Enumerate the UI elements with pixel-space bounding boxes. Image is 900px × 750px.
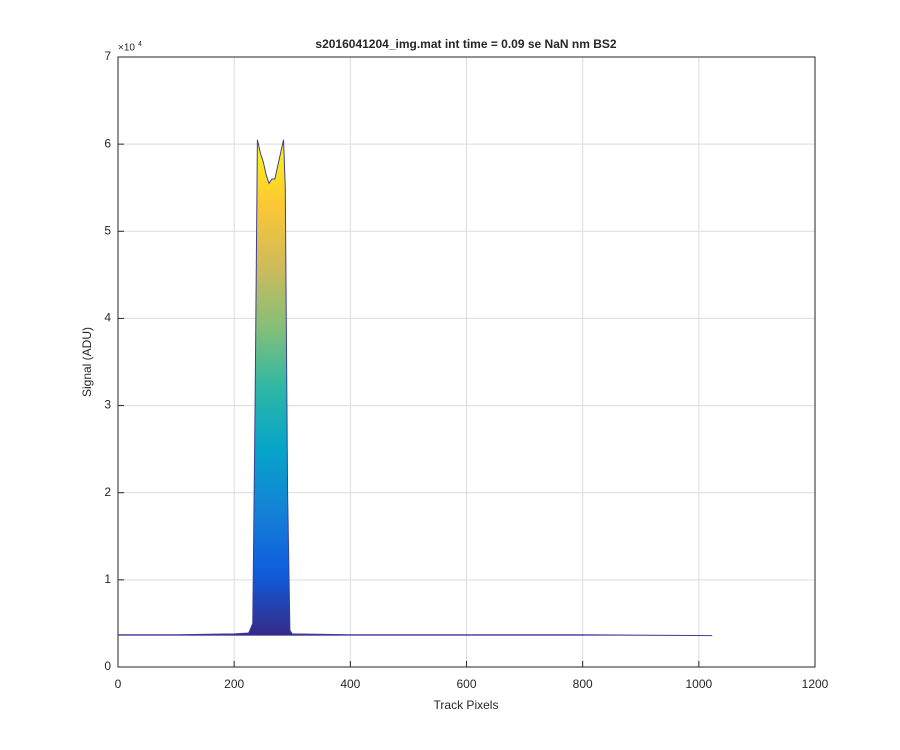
y-tick-label: 1 — [104, 572, 111, 586]
axes-box — [117, 56, 816, 668]
y-multiplier-exponent: 4 — [138, 41, 142, 48]
area-fill — [118, 139, 713, 636]
x-tick-label: 0 — [115, 677, 122, 691]
x-tick-label: 1000 — [685, 677, 712, 691]
x-tick-label: 400 — [340, 677, 360, 691]
chart-title: s2016041204_img.mat int time = 0.09 se N… — [315, 37, 616, 51]
area-line — [118, 139, 713, 637]
x-tick-label: 200 — [224, 677, 244, 691]
x-tick-label: 1200 — [802, 677, 829, 691]
y-multiplier: ×10 — [118, 43, 135, 54]
y-tick-label: 2 — [104, 485, 111, 499]
y-tick-label: 3 — [104, 398, 111, 412]
y-tick-label: 6 — [104, 136, 111, 150]
y-axis-label: Signal (ADU) — [80, 327, 94, 397]
y-tick-label: 5 — [104, 223, 111, 237]
y-tick-label: 4 — [104, 311, 111, 325]
x-tick-label: 800 — [573, 677, 593, 691]
x-tick-label: 600 — [456, 677, 476, 691]
x-axis-label: Track Pixels — [434, 698, 499, 712]
y-tick-label: 7 — [104, 49, 111, 63]
y-tick-label: 0 — [104, 659, 111, 673]
